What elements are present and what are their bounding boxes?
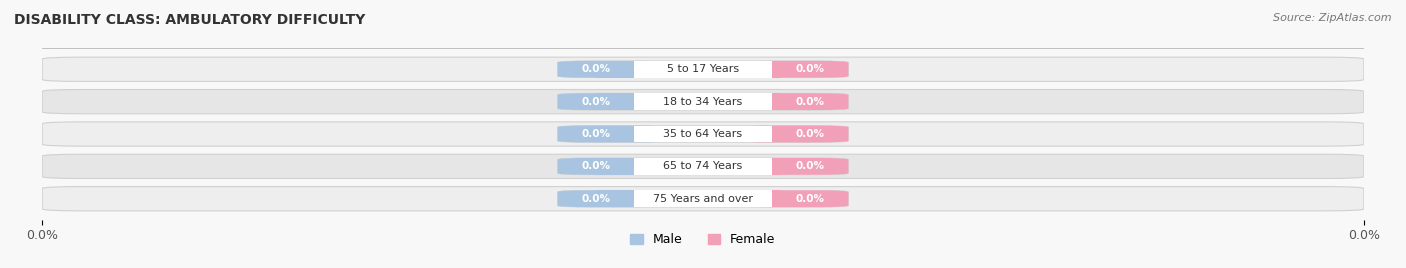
FancyBboxPatch shape: [42, 90, 1364, 114]
FancyBboxPatch shape: [42, 122, 1364, 146]
FancyBboxPatch shape: [596, 93, 644, 110]
Text: 18 to 34 Years: 18 to 34 Years: [664, 97, 742, 107]
FancyBboxPatch shape: [42, 154, 1364, 178]
Text: 75 Years and over: 75 Years and over: [652, 194, 754, 204]
Text: 0.0%: 0.0%: [796, 97, 825, 107]
FancyBboxPatch shape: [740, 190, 848, 207]
FancyBboxPatch shape: [596, 158, 644, 175]
FancyBboxPatch shape: [558, 61, 848, 78]
FancyBboxPatch shape: [634, 61, 772, 78]
FancyBboxPatch shape: [558, 93, 848, 110]
FancyBboxPatch shape: [558, 93, 666, 110]
FancyBboxPatch shape: [558, 158, 848, 175]
Text: 5 to 17 Years: 5 to 17 Years: [666, 64, 740, 74]
FancyBboxPatch shape: [558, 158, 666, 175]
Text: 65 to 74 Years: 65 to 74 Years: [664, 161, 742, 171]
Text: 0.0%: 0.0%: [796, 194, 825, 204]
FancyBboxPatch shape: [740, 61, 848, 78]
FancyBboxPatch shape: [740, 126, 848, 142]
FancyBboxPatch shape: [596, 190, 644, 207]
FancyBboxPatch shape: [558, 61, 666, 78]
Legend: Male, Female: Male, Female: [626, 228, 780, 251]
FancyBboxPatch shape: [740, 126, 782, 142]
FancyBboxPatch shape: [634, 93, 772, 110]
FancyBboxPatch shape: [740, 93, 782, 110]
Text: 0.0%: 0.0%: [796, 161, 825, 171]
FancyBboxPatch shape: [596, 126, 644, 142]
FancyBboxPatch shape: [634, 190, 772, 207]
Text: 0.0%: 0.0%: [581, 129, 610, 139]
Text: 0.0%: 0.0%: [581, 64, 610, 74]
FancyBboxPatch shape: [558, 190, 666, 207]
FancyBboxPatch shape: [740, 93, 848, 110]
Text: 0.0%: 0.0%: [581, 194, 610, 204]
FancyBboxPatch shape: [558, 190, 848, 207]
FancyBboxPatch shape: [740, 190, 782, 207]
Text: 0.0%: 0.0%: [581, 97, 610, 107]
Text: DISABILITY CLASS: AMBULATORY DIFFICULTY: DISABILITY CLASS: AMBULATORY DIFFICULTY: [14, 13, 366, 27]
Text: 0.0%: 0.0%: [581, 161, 610, 171]
FancyBboxPatch shape: [740, 158, 782, 175]
Text: 0.0%: 0.0%: [796, 64, 825, 74]
Text: 0.0%: 0.0%: [796, 129, 825, 139]
FancyBboxPatch shape: [596, 61, 644, 78]
Text: Source: ZipAtlas.com: Source: ZipAtlas.com: [1274, 13, 1392, 23]
Text: 35 to 64 Years: 35 to 64 Years: [664, 129, 742, 139]
FancyBboxPatch shape: [740, 158, 848, 175]
FancyBboxPatch shape: [740, 61, 782, 78]
FancyBboxPatch shape: [42, 57, 1364, 81]
FancyBboxPatch shape: [558, 126, 848, 142]
FancyBboxPatch shape: [558, 126, 666, 142]
FancyBboxPatch shape: [42, 187, 1364, 211]
FancyBboxPatch shape: [634, 158, 772, 175]
FancyBboxPatch shape: [634, 126, 772, 142]
